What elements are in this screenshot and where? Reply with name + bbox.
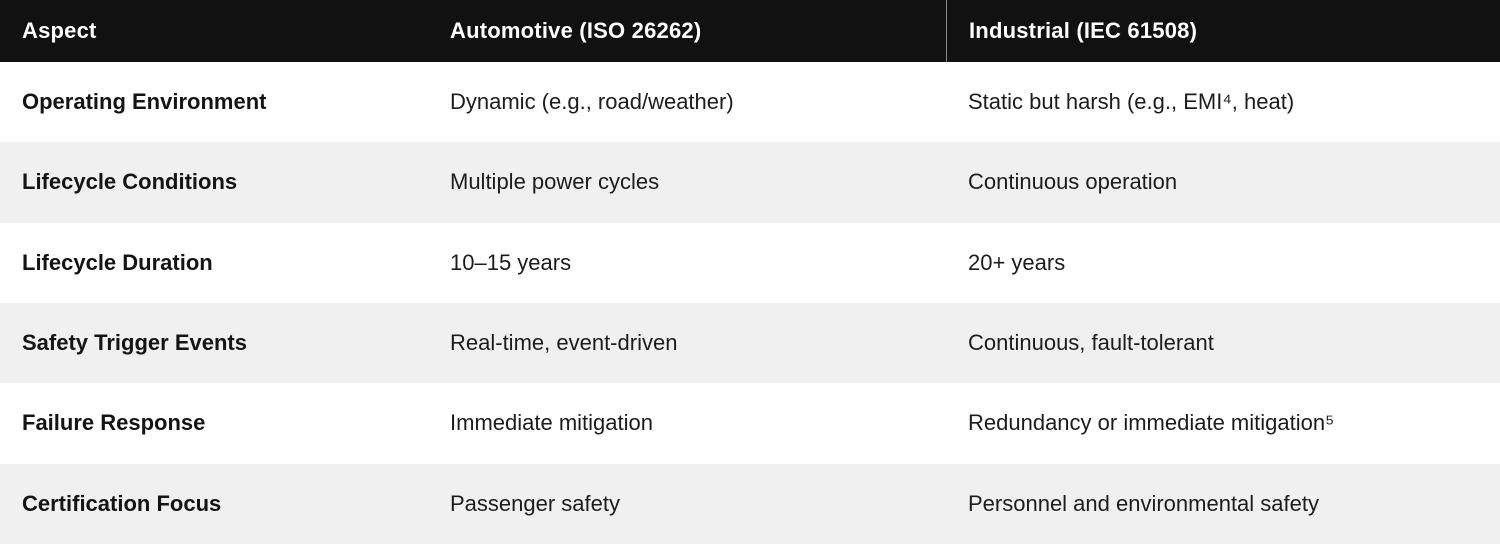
cell-automotive: Real-time, event-driven [450,329,678,355]
cell-industrial: 20+ years [968,249,1066,275]
cell-industrial: Continuous, fault-tolerant [968,329,1214,355]
table-row: Certification Focus Passenger safety Per… [0,463,1500,544]
column-header-aspect: Aspect [22,17,97,43]
table-row: Safety Trigger Events Real-time, event-d… [0,302,1500,384]
cell-industrial: Continuous operation [968,169,1178,195]
table-row: Lifecycle Conditions Multiple power cycl… [0,142,1500,223]
cell-aspect: Failure Response [22,410,206,436]
cell-aspect: Safety Trigger Events [22,329,247,355]
cell-automotive: Immediate mitigation [450,410,653,436]
table-row: Lifecycle Duration 10–15 years 20+ years [0,223,1500,303]
cell-aspect: Lifecycle Duration [22,249,213,275]
table-row: Failure Response Immediate mitigation Re… [0,383,1500,463]
cell-automotive: Dynamic (e.g., road/weather) [450,88,734,114]
cell-aspect: Operating Environment [22,88,267,114]
cell-industrial: Personnel and environmental safety [968,490,1319,516]
table-body: Operating Environment Dynamic (e.g., roa… [0,62,1500,544]
cell-automotive: Multiple power cycles [450,169,660,195]
table-row: Operating Environment Dynamic (e.g., roa… [0,62,1500,142]
column-header-industrial: Industrial (IEC 61508) [946,0,1500,62]
cell-aspect: Lifecycle Conditions [22,169,238,195]
cell-industrial: Static but harsh (e.g., EMI⁴, heat) [968,88,1295,114]
column-header-automotive: Automotive (ISO 26262) [450,17,702,43]
cell-industrial: Redundancy or immediate mitigation⁵ [968,410,1335,436]
cell-automotive: 10–15 years [450,249,572,275]
cell-aspect: Certification Focus [22,490,222,516]
cell-automotive: Passenger safety [450,490,620,516]
table-header-row: Aspect Automotive (ISO 26262) Industrial… [0,0,1500,62]
